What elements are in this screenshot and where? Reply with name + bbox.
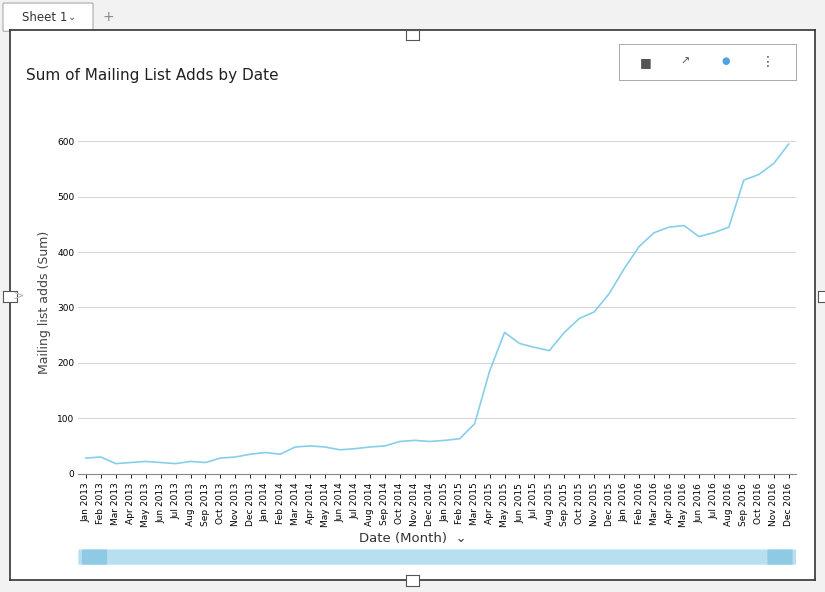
Text: >: > [12, 289, 24, 303]
Text: ●: ● [722, 56, 730, 66]
Text: ■: ■ [640, 56, 652, 69]
FancyBboxPatch shape [3, 3, 93, 31]
Text: Date (Month)  ⌄: Date (Month) ⌄ [359, 532, 466, 545]
Text: ⌄: ⌄ [68, 12, 76, 22]
FancyBboxPatch shape [767, 549, 793, 565]
Text: Sum of Mailing List Adds by Date: Sum of Mailing List Adds by Date [26, 68, 279, 83]
FancyBboxPatch shape [82, 549, 107, 565]
Y-axis label: Mailing list adds (Sum): Mailing list adds (Sum) [39, 230, 51, 374]
FancyBboxPatch shape [78, 549, 796, 565]
Text: ↗: ↗ [681, 57, 691, 67]
Text: Sheet 1: Sheet 1 [22, 11, 68, 24]
Text: +: + [102, 10, 114, 24]
Text: ⋮: ⋮ [761, 55, 775, 69]
